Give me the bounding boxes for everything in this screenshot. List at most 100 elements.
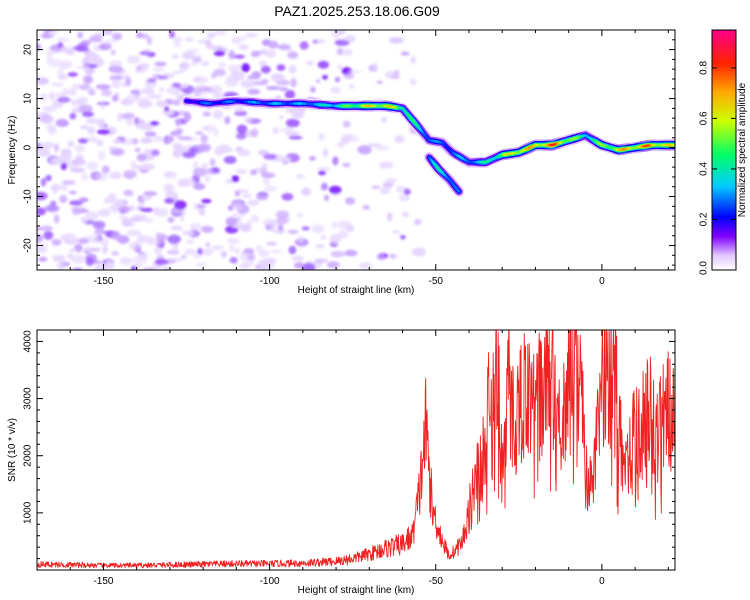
noise-blob	[197, 143, 212, 152]
noise-blob	[108, 128, 115, 136]
noise-blob	[154, 258, 169, 266]
noise-blob	[121, 112, 135, 120]
noise-blob	[164, 106, 170, 112]
noise-blob	[261, 78, 269, 85]
noise-blob	[342, 133, 353, 141]
noise-blob	[123, 189, 134, 197]
noise-blob	[193, 254, 202, 260]
noise-blob	[170, 225, 183, 231]
noise-blob	[41, 105, 57, 112]
noise-blob	[344, 249, 358, 257]
noise-blob	[39, 114, 54, 124]
noise-blob	[96, 129, 112, 135]
noise-blob	[140, 163, 155, 171]
noise-blob	[179, 212, 185, 222]
spectrogram-x-tick-label: 0	[599, 276, 605, 287]
noise-blob	[53, 214, 60, 224]
noise-blob	[94, 228, 106, 235]
noise-blob	[85, 257, 94, 267]
noise-blob	[105, 260, 114, 269]
noise-blob	[171, 53, 180, 59]
noise-blob	[184, 37, 195, 42]
noise-blob	[348, 83, 355, 89]
noise-blob	[183, 248, 197, 256]
noise-blob	[144, 131, 157, 137]
noise-blob	[271, 229, 286, 234]
noise-blob	[287, 229, 299, 235]
noise-blob	[77, 198, 89, 203]
noise-blob	[95, 84, 111, 90]
noise-blob	[143, 136, 152, 144]
noise-blob	[132, 88, 142, 97]
noise-blob	[193, 183, 206, 191]
noise-blob	[155, 100, 168, 108]
noise-blob	[108, 65, 123, 73]
noise-blob	[100, 102, 106, 110]
noise-blob	[177, 136, 192, 141]
noise-blob	[110, 148, 125, 156]
noise-blob	[189, 223, 202, 231]
noise-blob	[174, 257, 183, 262]
noise-blob	[201, 248, 214, 256]
noise-blob	[201, 198, 212, 204]
noise-blob	[142, 267, 156, 270]
noise-blob	[60, 162, 68, 171]
noise-blob	[238, 44, 249, 51]
noise-blob	[314, 258, 329, 263]
snr-y-tick-label: 3000	[23, 387, 34, 410]
figure-title: PAZ1.2025.253.18.06.G09	[274, 3, 440, 19]
noise-blob	[323, 194, 330, 201]
noise-blob	[83, 250, 91, 254]
noise-blob	[86, 211, 99, 221]
noise-blob	[117, 235, 130, 244]
noise-blob	[213, 68, 226, 77]
noise-blob	[131, 266, 137, 270]
noise-blob	[281, 193, 294, 201]
noise-blob	[109, 198, 124, 207]
noise-blob	[332, 156, 339, 166]
noise-blob	[164, 197, 174, 204]
noise-blob	[398, 194, 411, 202]
noise-blob	[266, 241, 277, 246]
colorbar-tick-label: 0.8	[699, 61, 710, 75]
noise-blob	[316, 166, 331, 173]
noise-blob	[258, 150, 269, 156]
noise-blob	[228, 50, 236, 60]
noise-blob	[119, 214, 127, 222]
colorbar: 0.0 0.2 0.4 0.6 0.8 Normalized spectral ampl…	[699, 29, 748, 275]
noise-blob	[84, 68, 96, 74]
noise-blob	[320, 182, 328, 191]
noise-blob	[234, 54, 245, 59]
snr-y-tick-label: 1000	[23, 501, 34, 524]
noise-blob	[293, 262, 305, 269]
noise-blob	[54, 143, 60, 153]
noise-blob	[204, 124, 217, 133]
noise-blob	[147, 36, 152, 46]
noise-blob	[246, 220, 252, 226]
noise-blob	[241, 63, 251, 73]
noise-blob	[79, 124, 90, 130]
noise-blob	[96, 139, 104, 147]
noise-blob	[147, 94, 162, 99]
noise-blob	[141, 33, 149, 39]
noise-blob	[67, 140, 75, 148]
noise-blob	[172, 36, 183, 42]
noise-blob	[315, 244, 325, 249]
noise-blob	[225, 217, 237, 226]
noise-blob	[126, 55, 141, 64]
noise-blob	[288, 65, 297, 74]
noise-blob	[212, 110, 224, 120]
noise-blob	[55, 118, 69, 128]
noise-blob	[343, 72, 355, 80]
noise-blob	[245, 32, 258, 38]
noise-blob	[152, 67, 165, 72]
noise-blob	[318, 170, 326, 176]
noise-blob	[331, 30, 346, 36]
noise-blob	[172, 99, 181, 106]
noise-blob	[108, 146, 118, 150]
noise-blob	[205, 242, 211, 248]
noise-blob	[143, 217, 154, 223]
noise-blob	[262, 178, 271, 186]
noise-blob	[236, 168, 248, 175]
noise-blob	[84, 76, 93, 84]
